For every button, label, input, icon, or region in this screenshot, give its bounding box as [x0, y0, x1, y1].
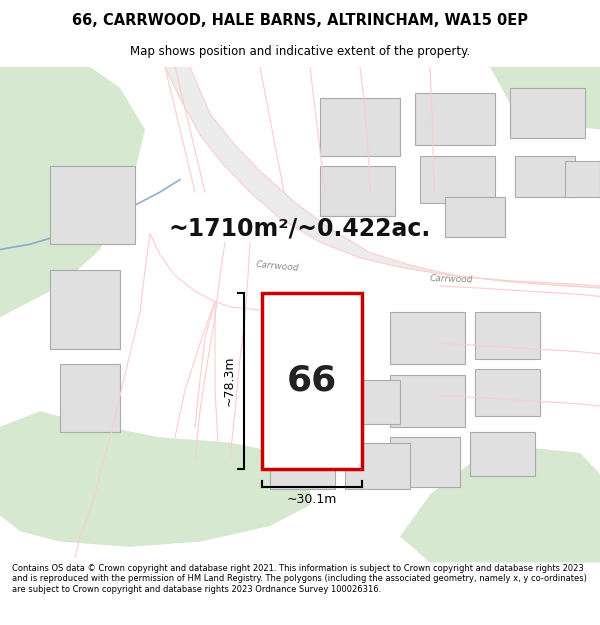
Bar — [390, 374, 465, 427]
Text: Carrwood: Carrwood — [255, 259, 299, 272]
Text: ~1710m²/~0.422ac.: ~1710m²/~0.422ac. — [169, 217, 431, 241]
Bar — [390, 312, 465, 364]
Bar — [262, 293, 362, 469]
Text: Map shows position and indicative extent of the property.: Map shows position and indicative extent… — [130, 46, 470, 59]
Bar — [420, 156, 495, 202]
Polygon shape — [0, 67, 145, 318]
Polygon shape — [165, 67, 600, 288]
Bar — [565, 161, 600, 198]
Bar — [320, 166, 395, 216]
Text: 66: 66 — [287, 364, 337, 398]
Bar — [445, 198, 505, 237]
Polygon shape — [490, 67, 600, 129]
Bar — [475, 312, 540, 359]
Bar — [470, 432, 535, 476]
Bar — [515, 156, 575, 198]
Bar — [270, 380, 330, 424]
Polygon shape — [0, 411, 310, 547]
Bar — [390, 438, 460, 488]
Text: ~78.3m: ~78.3m — [223, 356, 236, 406]
Text: ~30.1m: ~30.1m — [287, 492, 337, 506]
Bar — [340, 380, 400, 424]
Text: 66, CARRWOOD, HALE BARNS, ALTRINCHAM, WA15 0EP: 66, CARRWOOD, HALE BARNS, ALTRINCHAM, WA… — [72, 13, 528, 28]
Text: Carrwood: Carrwood — [430, 274, 473, 285]
Bar — [270, 442, 335, 489]
Bar — [50, 271, 120, 349]
Bar — [60, 364, 120, 432]
Polygon shape — [400, 448, 600, 562]
Bar — [475, 369, 540, 416]
Bar — [415, 93, 495, 145]
Bar — [50, 166, 135, 244]
Bar — [345, 442, 410, 489]
Bar — [510, 88, 585, 138]
Text: Contains OS data © Crown copyright and database right 2021. This information is : Contains OS data © Crown copyright and d… — [12, 564, 587, 594]
Bar — [320, 98, 400, 156]
